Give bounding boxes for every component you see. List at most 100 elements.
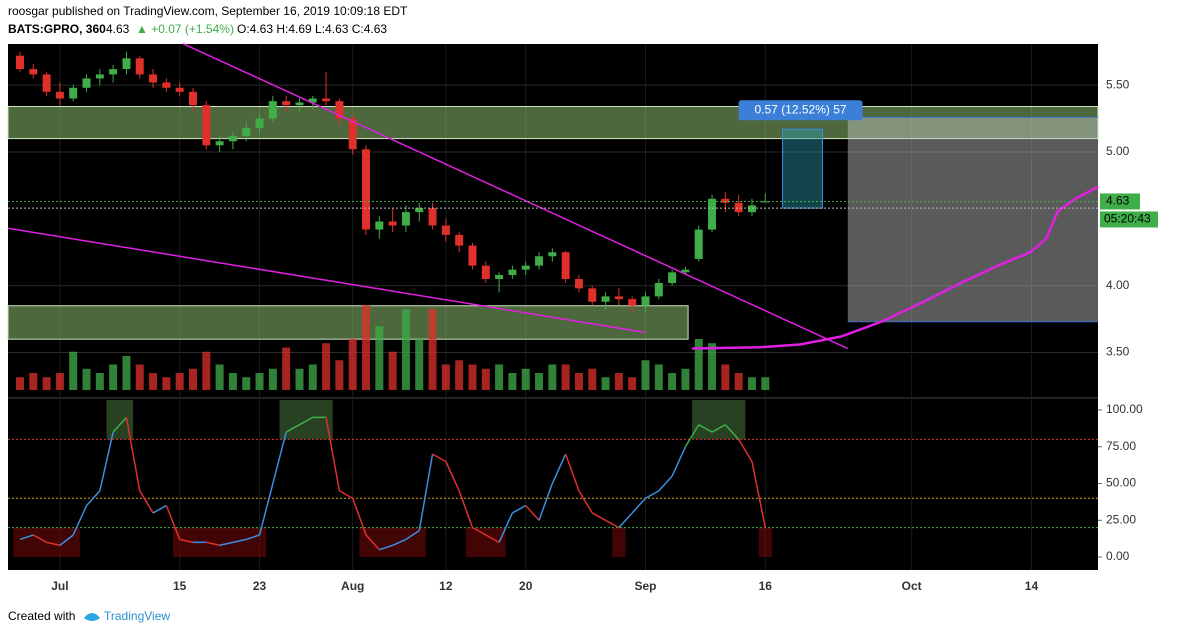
candle-body (747, 205, 756, 213)
volume-bar (295, 368, 304, 390)
osc-tick-label: 0.00 (1106, 549, 1130, 563)
oversold-shade (252, 527, 267, 558)
price-label: 4.63 (1106, 194, 1130, 208)
volume-bar (189, 368, 197, 390)
volume-bar (747, 377, 756, 390)
countdown-bg (1100, 211, 1158, 228)
candle-body (441, 225, 450, 235)
volume-bar (228, 373, 237, 390)
candle-body (69, 87, 78, 99)
candle-body (654, 283, 663, 297)
candle-body (15, 55, 24, 70)
candle-body (55, 91, 64, 99)
osc-line (99, 431, 114, 492)
measure-label-bg (738, 100, 863, 121)
candle-body (588, 288, 597, 302)
candle-body (721, 198, 730, 203)
y-tick-label: 5.00 (1106, 144, 1130, 158)
osc-line (751, 461, 767, 528)
osc-line (538, 483, 554, 521)
candle-body (149, 74, 158, 83)
osc-line (325, 417, 341, 492)
volume-bar (574, 373, 583, 390)
candle-body (481, 265, 490, 280)
candle-body (401, 212, 410, 226)
osc-line (19, 534, 34, 541)
volume-bar (641, 360, 650, 390)
volume-bar (481, 368, 490, 390)
oversold-shade (612, 527, 626, 558)
y-tick-label: 5.50 (1106, 77, 1130, 91)
osc-line (472, 526, 487, 536)
osc-line (498, 512, 514, 543)
volume-bar (601, 377, 610, 390)
osc-line (139, 490, 154, 514)
volume-bar (441, 364, 450, 390)
last: 4.63 (106, 22, 130, 36)
oversold-shade (412, 527, 426, 558)
osc-line (219, 541, 234, 547)
osc-line (631, 497, 647, 514)
candle-body (255, 118, 264, 128)
osc-line (671, 446, 687, 477)
osc-line (285, 424, 300, 433)
osc-tick-label: 75.00 (1106, 439, 1136, 453)
osc-line (512, 504, 527, 514)
header-line: roosgar published on TradingView.com, Se… (8, 4, 408, 18)
x-tick-label: 20 (519, 579, 533, 593)
zone (7, 106, 1099, 140)
volume-bar (708, 343, 717, 390)
volume-bar (721, 364, 730, 390)
volume-bar (149, 373, 158, 390)
volume-bar (242, 377, 251, 390)
volume-bar (55, 373, 64, 390)
volume-bar (761, 377, 770, 390)
osc-line (59, 534, 74, 546)
candle-body (268, 101, 277, 119)
volume-bar (694, 339, 703, 390)
overbought-shade (292, 400, 307, 440)
zone (7, 305, 689, 340)
oversold-shade (479, 527, 493, 558)
volume-bar (162, 377, 171, 390)
candle-body (95, 74, 104, 79)
candle-body (694, 229, 703, 259)
osc-line (351, 497, 367, 536)
volume-bar (95, 373, 104, 390)
volume-bar (548, 364, 557, 390)
countdown: 05:20:43 (1104, 212, 1151, 226)
x-tick-label: Sep (634, 579, 656, 593)
y-tick-label: 4.00 (1106, 278, 1130, 292)
candle-body (681, 269, 690, 273)
volume-bar (202, 351, 211, 390)
ohlc: O:4.63 H:4.69 L:4.63 C:4.63 (237, 22, 387, 36)
volume-bar (109, 364, 118, 390)
volume-bar (654, 364, 663, 390)
osc-line (165, 505, 181, 540)
candle-body (428, 208, 437, 226)
candle-body (29, 69, 38, 75)
candle-body (601, 296, 610, 302)
oversold-shade (13, 527, 27, 558)
oversold-shade (372, 527, 386, 558)
x-tick-label: 15 (173, 579, 187, 593)
candle-body (215, 141, 224, 146)
osc-line (339, 490, 354, 499)
osc-line (179, 538, 194, 544)
osc-line (72, 505, 88, 536)
trendline (7, 227, 646, 334)
volume-bar (122, 356, 131, 390)
osc-line (658, 475, 673, 492)
osc-line (206, 541, 220, 547)
moving-average (692, 185, 1099, 350)
candle-body (641, 296, 650, 306)
osc-tick-label: 50.00 (1106, 476, 1136, 490)
projection-box (847, 117, 1098, 322)
volume-bar (388, 351, 397, 390)
oversold-shade (385, 527, 400, 558)
volume-bar (415, 339, 424, 390)
candle-body (388, 221, 397, 226)
volume-bar (82, 368, 91, 390)
candle-body (82, 78, 91, 88)
candle-body (561, 252, 570, 280)
